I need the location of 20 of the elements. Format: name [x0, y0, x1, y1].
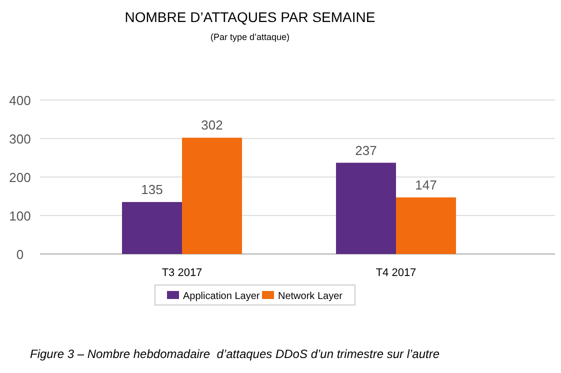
data-label: 135	[141, 182, 163, 198]
y-tick-label: 0	[16, 247, 24, 262]
y-tick-label: 400	[9, 93, 31, 108]
chart-subtitle: (Par type d’attaque)	[210, 32, 290, 42]
y-tick-label: 300	[9, 132, 31, 146]
x-tick-label: T3 2017	[162, 267, 202, 279]
y-tick-label: 100	[9, 208, 31, 224]
legend-label: Application Layer	[183, 291, 260, 302]
data-label: 147	[415, 177, 437, 192]
bar	[182, 138, 242, 254]
bar	[396, 197, 456, 254]
data-label: 302	[201, 118, 223, 133]
y-tick-label: 200	[9, 170, 31, 185]
legend-label: Network Layer	[278, 291, 344, 302]
bar	[336, 162, 396, 254]
bar	[122, 202, 182, 254]
caption: Figure 3 – Nombre hebdomadaire d’attaques DDoS d’un trimestre sur l’autre	[30, 347, 440, 361]
x-tick-label: T4 2017	[376, 267, 416, 279]
data-label: 237	[355, 142, 377, 158]
chart-title: NOMBRE D’ATTAQUES PAR SEMAINE	[124, 9, 376, 25]
